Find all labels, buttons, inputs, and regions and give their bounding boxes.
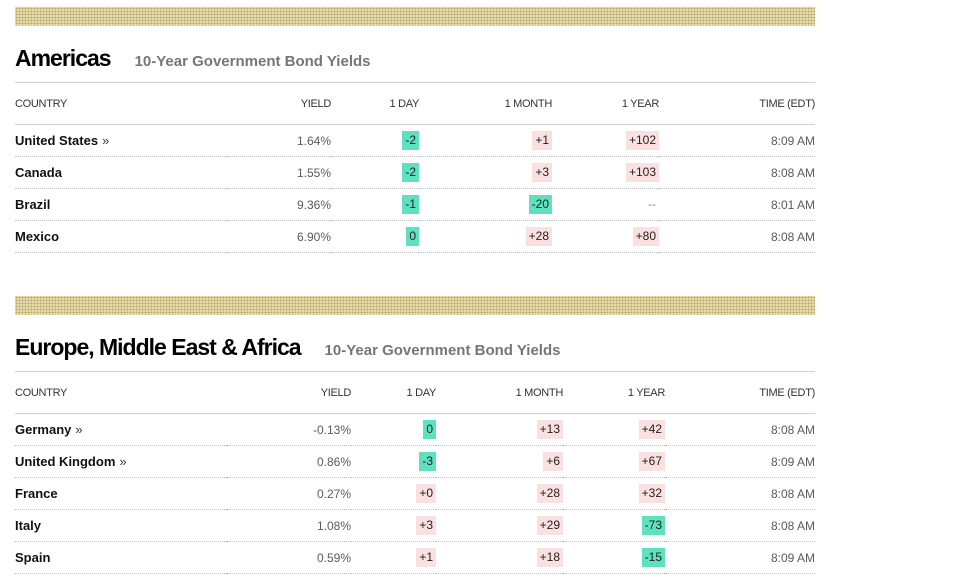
country-name: Canada [15,156,227,189]
time-value: 8:01 AM [659,188,815,221]
change-1-day: +1 [416,548,436,567]
change-1-day: 0 [423,420,436,439]
bond-yields-table: COUNTRY YIELD 1 DAY 1 MONTH 1 YEAR TIME … [15,372,815,574]
table-header-row: COUNTRY YIELD 1 DAY 1 MONTH 1 YEAR TIME … [15,372,815,414]
change-1-year: +102 [625,131,659,150]
time-value: 8:08 AM [665,509,815,542]
header-1-year[interactable]: 1 YEAR [563,372,665,414]
header-country[interactable]: COUNTRY [15,83,227,125]
time-value: 8:09 AM [665,541,815,574]
header-yield[interactable]: YIELD [227,372,351,414]
section-title: Europe, Middle East & Africa [15,334,302,360]
change-1-year: -15 [641,548,665,567]
section-subtitle: 10-Year Government Bond Yields [134,53,371,70]
yield-value: -0.13% [227,413,351,446]
header-1-month[interactable]: 1 MONTH [436,372,563,414]
time-value: 8:08 AM [665,413,815,446]
change-1-year: +80 [632,227,659,246]
country-name: Spain [15,541,227,574]
more-chevron-icon[interactable]: » [119,454,127,469]
change-1-month: +28 [525,227,552,246]
change-1-day: -2 [402,131,419,150]
change-1-day: +0 [416,484,436,503]
time-value: 8:08 AM [659,220,815,253]
section-divider-band [15,296,815,315]
change-1-year: +42 [638,420,665,439]
country-name[interactable]: United States [15,133,99,148]
yield-value: 1.55% [227,156,331,189]
bond-yields-table: COUNTRY YIELD 1 DAY 1 MONTH 1 YEAR TIME … [15,83,815,253]
yield-value: 9.36% [227,188,331,221]
change-1-month: -20 [528,195,552,214]
change-1-year: +103 [625,163,659,182]
table-row: United Kingdom» 0.86% -3 +6 +67 8:09 AM [15,445,815,478]
country-link-united-states[interactable]: United States» [15,124,227,157]
section-divider-band [15,7,815,26]
change-1-year: +67 [638,452,665,471]
table-row: Brazil 9.36% -1 -20 -- 8:01 AM [15,188,815,221]
country-name[interactable]: Germany [15,422,72,437]
section-title: Americas [15,45,112,71]
americas-section: Americas 10-Year Government Bond Yields … [15,7,815,253]
table-row: Canada 1.55% -2 +3 +103 8:08 AM [15,156,815,189]
more-chevron-icon[interactable]: » [102,133,110,148]
table-row: United States» 1.64% -2 +1 +102 8:09 AM [15,124,815,157]
header-1-day[interactable]: 1 DAY [351,372,436,414]
country-name[interactable]: United Kingdom [15,454,116,469]
change-1-month: +13 [536,420,563,439]
country-link-germany[interactable]: Germany» [15,413,227,446]
header-time[interactable]: TIME (EDT) [659,83,815,125]
change-1-year: +32 [638,484,665,503]
emea-section: Europe, Middle East & Africa 10-Year Gov… [15,296,815,574]
yield-value: 1.64% [227,124,331,157]
change-1-month: +29 [536,516,563,535]
time-value: 8:08 AM [659,156,815,189]
section-subtitle: 10-Year Government Bond Yields [324,342,561,359]
yield-value: 6.90% [227,220,331,253]
table-row: Mexico 6.90% 0 +28 +80 8:08 AM [15,220,815,253]
yield-value: 0.59% [227,541,351,574]
yield-value: 1.08% [227,509,351,542]
change-1-day: -1 [402,195,419,214]
time-value: 8:08 AM [665,477,815,510]
header-1-month[interactable]: 1 MONTH [419,83,552,125]
yield-value: 0.27% [227,477,351,510]
country-name: France [15,477,227,510]
header-1-day[interactable]: 1 DAY [331,83,419,125]
change-1-year: -73 [641,516,665,535]
header-yield[interactable]: YIELD [227,83,331,125]
table-header-row: COUNTRY YIELD 1 DAY 1 MONTH 1 YEAR TIME … [15,83,815,125]
change-1-day: 0 [406,227,419,246]
country-name: Brazil [15,188,227,221]
table-row: Germany» -0.13% 0 +13 +42 8:08 AM [15,413,815,446]
change-1-month: +28 [536,484,563,503]
change-1-day: -3 [419,452,436,471]
table-row: France 0.27% +0 +28 +32 8:08 AM [15,477,815,510]
change-1-day: -2 [402,163,419,182]
change-1-year: -- [648,197,656,211]
change-1-month: +18 [536,548,563,567]
change-1-month: +3 [532,163,552,182]
time-value: 8:09 AM [659,124,815,157]
yield-value: 0.86% [227,445,351,478]
change-1-month: +1 [532,131,552,150]
more-chevron-icon[interactable]: » [75,422,83,437]
change-1-month: +6 [543,452,563,471]
table-row: Italy 1.08% +3 +29 -73 8:08 AM [15,509,815,542]
table-row: Spain 0.59% +1 +18 -15 8:09 AM [15,541,815,574]
header-1-year[interactable]: 1 YEAR [552,83,659,125]
section-heading: Europe, Middle East & Africa 10-Year Gov… [15,323,815,372]
time-value: 8:09 AM [665,445,815,478]
header-time[interactable]: TIME (EDT) [665,372,815,414]
change-1-day: +3 [416,516,436,535]
header-country[interactable]: COUNTRY [15,372,227,414]
country-link-united-kingdom[interactable]: United Kingdom» [15,445,227,478]
country-name: Italy [15,509,227,542]
section-heading: Americas 10-Year Government Bond Yields [15,34,815,83]
country-name: Mexico [15,220,227,253]
